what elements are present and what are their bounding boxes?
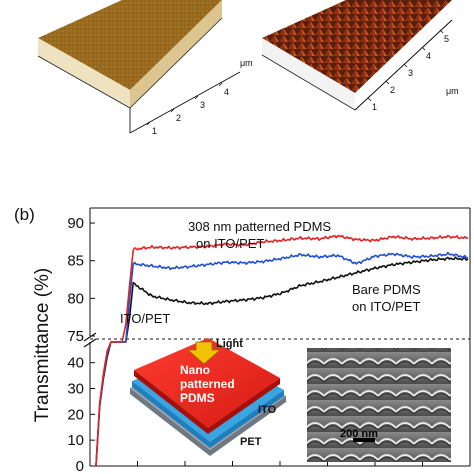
y-tick-label-upper-0: 75 <box>67 328 84 345</box>
afm-left-tick-1 <box>170 108 175 113</box>
sem-image-inset: 200 nm <box>307 348 451 462</box>
afm-right-top-surface <box>262 0 452 93</box>
ito-layer-label: ITO <box>258 404 277 416</box>
afm-left-tick-0 <box>146 121 151 126</box>
axis-break-mark <box>83 332 97 348</box>
afm-left-unit: μm <box>240 58 253 68</box>
y-tick-label-lower-4: 40 <box>67 355 84 372</box>
afm-left-tick-label-3: 4 <box>224 87 229 97</box>
afm-right-tick-1 <box>385 80 390 85</box>
afm-right-tick-3 <box>421 46 426 51</box>
afm-right-axis-x <box>354 19 453 111</box>
scale-bar-label: 200 nm <box>340 428 378 440</box>
afm-left-tick-2 <box>194 95 199 100</box>
afm-left-tick-label-0: 1 <box>152 126 157 136</box>
ito-label: ITO/PET <box>120 311 170 326</box>
ito-layer-edge <box>132 381 284 448</box>
afm-left-top-surface <box>38 0 222 90</box>
y-tick-label-lower-3: 30 <box>67 381 84 398</box>
afm-right-unit: μm <box>446 86 459 96</box>
afm-right-tick-0 <box>367 97 372 102</box>
patterned-label-line1: 308 nm patterned PDMS <box>188 219 331 234</box>
y-tick-label-lower-0: 0 <box>76 458 84 474</box>
pdms-label-line1: Nano <box>180 363 210 377</box>
afm-right-panel: 1 2 3 4 5 μm <box>261 0 459 112</box>
bare-label-line2: on ITO/PET <box>352 299 420 314</box>
afm-left-front-face <box>38 38 130 108</box>
series-line-1 <box>95 251 469 467</box>
afm-right-tick-label-1: 2 <box>390 85 395 95</box>
afm-left-tick-label-1: 2 <box>176 113 181 123</box>
y-tick-label-lower-2: 20 <box>67 406 84 423</box>
pdms-layer <box>134 338 280 428</box>
afm-right-tick-2 <box>403 63 408 68</box>
afm-left-axis-x <box>129 71 241 134</box>
light-arrow <box>186 341 222 365</box>
afm-right-tick-label-0: 1 <box>372 102 377 112</box>
y-tick-label-upper-3: 90 <box>67 215 84 232</box>
afm-right-tick-label-3: 4 <box>426 51 431 61</box>
y-tick-label-upper-2: 85 <box>67 253 84 270</box>
y-tick-label-lower-1: 10 <box>67 432 84 449</box>
afm-left-side-face <box>130 0 222 108</box>
sem-image <box>307 348 451 462</box>
afm-right-tick-label-4: 5 <box>444 34 449 44</box>
afm-right-front-face <box>262 38 355 110</box>
pdms-label-line2: patterned <box>180 377 235 391</box>
afm-right-tick-label-2: 3 <box>408 68 413 78</box>
bare-label-line1: Bare PDMS <box>352 282 421 297</box>
series-line-2 <box>95 256 469 467</box>
pet-layer-edge <box>130 388 286 456</box>
pdms-layer-edge <box>134 370 280 434</box>
y-axis-title: Transmittance (%) <box>32 268 53 423</box>
afm-right-tick-4 <box>439 29 444 34</box>
stack-schematic-inset: Light Nano patterned PDMS ITO PET <box>130 338 286 456</box>
pet-layer-label: PET <box>240 436 262 448</box>
afm-left-panel: 1 2 3 4 μm <box>37 0 253 136</box>
panel-b-label: (b) <box>14 205 35 224</box>
scale-bar <box>353 438 375 442</box>
afm-left-tick-3 <box>218 82 223 87</box>
series-line-0 <box>95 234 469 467</box>
pdms-label-line3: PDMS <box>180 391 215 405</box>
light-label: Light <box>216 338 243 350</box>
y-tick-label-upper-1: 80 <box>67 290 84 307</box>
afm-left-tick-label-2: 3 <box>200 100 205 110</box>
patterned-label-line2: on ITO/PET <box>196 236 264 251</box>
